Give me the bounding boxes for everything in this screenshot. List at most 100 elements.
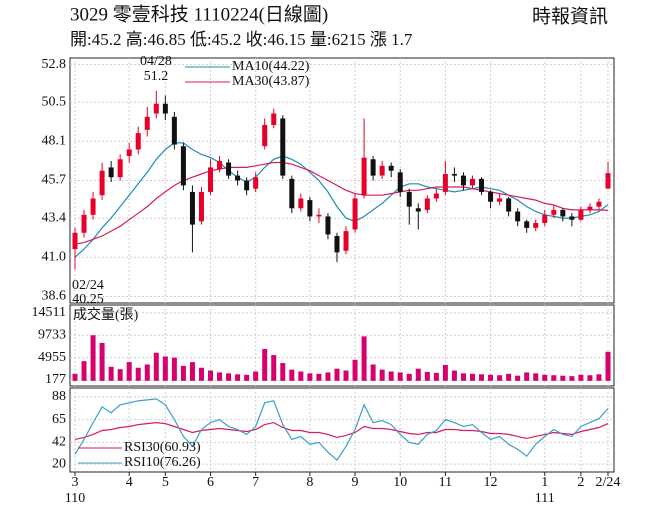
- candle-body: [144, 116, 150, 130]
- volume-bar: [126, 362, 132, 381]
- candle-body: [226, 162, 232, 176]
- y-tick-label: 41.0: [42, 249, 67, 264]
- volume-bar: [307, 373, 313, 381]
- panel-frame: [69, 304, 615, 387]
- candle-body: [370, 159, 376, 176]
- candle-body: [307, 200, 313, 217]
- candle-body: [289, 178, 295, 209]
- volume-bar: [560, 375, 566, 381]
- volume-bar: [515, 375, 521, 381]
- volume-bar: [379, 369, 385, 381]
- x-tick-label: 9: [352, 475, 359, 490]
- volume-bar: [551, 375, 557, 381]
- volume-bar: [117, 369, 123, 381]
- volume-bar: [442, 364, 448, 381]
- volume-bar: [253, 371, 259, 381]
- candle-body: [171, 116, 177, 145]
- x-tick-label: 7: [252, 475, 259, 490]
- title: 3029 零壹科技 1110224(日線圖): [70, 3, 328, 25]
- candle-body: [433, 193, 439, 199]
- candle-body: [424, 198, 430, 210]
- legend-label: RSI10(76.26): [124, 455, 201, 470]
- volume-bar: [533, 373, 539, 381]
- volume-bar: [99, 342, 105, 381]
- volume-bar: [406, 373, 412, 381]
- volume-bar: [171, 357, 177, 381]
- candle-body: [361, 157, 367, 196]
- candle-body: [153, 103, 159, 114]
- year-label: 111: [535, 491, 555, 506]
- volume-bar: [506, 373, 512, 381]
- volume-bar: [81, 361, 87, 381]
- volume-bar: [479, 374, 485, 381]
- candle-body: [343, 231, 349, 251]
- x-tick-label: 4: [126, 475, 133, 490]
- y-tick-label: 50.5: [42, 94, 67, 109]
- volume-bar: [153, 352, 159, 381]
- x-tick-label: 6: [207, 475, 214, 490]
- volume-bar: [271, 355, 277, 381]
- candle-body: [469, 178, 475, 186]
- volume-bar: [542, 374, 548, 381]
- candle-body: [99, 170, 105, 196]
- candle-body: [569, 216, 575, 220]
- source: 時報資訊: [532, 5, 608, 27]
- volume-bar: [460, 373, 466, 381]
- year-label: 110: [65, 491, 85, 506]
- candle-body: [271, 113, 277, 125]
- candle-body: [497, 198, 503, 202]
- candle-body: [587, 206, 593, 210]
- volume-bar: [198, 367, 204, 381]
- volume-bar: [451, 370, 457, 381]
- candle-body: [406, 191, 412, 207]
- candle-body: [235, 175, 241, 181]
- volume-bar: [596, 374, 602, 381]
- volume-bar: [72, 373, 78, 381]
- x-tick-label: 12: [484, 475, 498, 490]
- volume-bar: [424, 371, 430, 381]
- panel-frame: [69, 387, 615, 473]
- volume-bar: [488, 374, 494, 381]
- candle-body: [415, 208, 421, 212]
- candle-body: [515, 211, 521, 222]
- candle-body: [352, 198, 358, 230]
- candle-body: [117, 159, 123, 178]
- volume-bar: [189, 362, 195, 381]
- volume-bar: [343, 370, 349, 381]
- volume-bar: [569, 376, 575, 381]
- volume-bar: [316, 373, 322, 381]
- annotation-value: 51.2: [144, 69, 169, 84]
- candle-body: [460, 175, 466, 186]
- volume-bar: [217, 372, 223, 381]
- candle-body: [135, 133, 141, 150]
- candle-body: [578, 209, 584, 220]
- candle-body: [442, 173, 448, 192]
- volume-bar: [605, 351, 611, 381]
- candle-body: [533, 222, 539, 228]
- summary: 開:45.2 高:46.85 低:45.2 收:46.15 量:6215 漲 1…: [70, 30, 413, 49]
- x-tick-label: 10: [393, 475, 407, 490]
- annotation-date: 04/28: [140, 54, 172, 69]
- candle-body: [488, 191, 494, 202]
- candle-body: [560, 209, 566, 217]
- candle-body: [198, 191, 204, 222]
- y-tick-label: 52.8: [42, 57, 67, 72]
- candle-body: [524, 221, 530, 228]
- candle-body: [244, 180, 250, 191]
- candle-body: [253, 177, 259, 189]
- candle-body: [298, 198, 304, 209]
- candle-body: [605, 173, 611, 189]
- legend-label: MA10(44.22): [232, 59, 310, 74]
- y-tick-label: 48.1: [42, 134, 67, 149]
- candle-body: [81, 214, 87, 233]
- series-line: [74, 142, 609, 258]
- y-tick-label: 65: [52, 412, 66, 427]
- candle-body: [551, 209, 557, 215]
- volume-bar: [180, 365, 186, 381]
- candle-body: [72, 232, 78, 250]
- candle-body: [108, 167, 114, 178]
- candle-body: [126, 149, 132, 156]
- volume-bar: [325, 372, 331, 381]
- x-tick-label: 3: [72, 475, 79, 490]
- candle-body: [189, 191, 195, 225]
